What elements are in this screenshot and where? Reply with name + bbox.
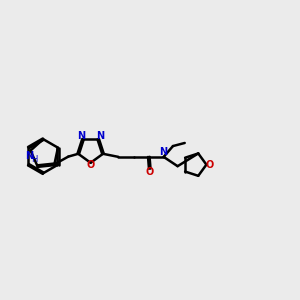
Text: O: O	[206, 160, 214, 170]
Text: N: N	[25, 151, 33, 161]
Text: N: N	[96, 131, 104, 141]
Text: O: O	[86, 160, 95, 170]
Text: N: N	[77, 131, 86, 141]
Text: O: O	[146, 167, 154, 177]
Text: N: N	[160, 147, 168, 157]
Text: H: H	[32, 155, 38, 164]
